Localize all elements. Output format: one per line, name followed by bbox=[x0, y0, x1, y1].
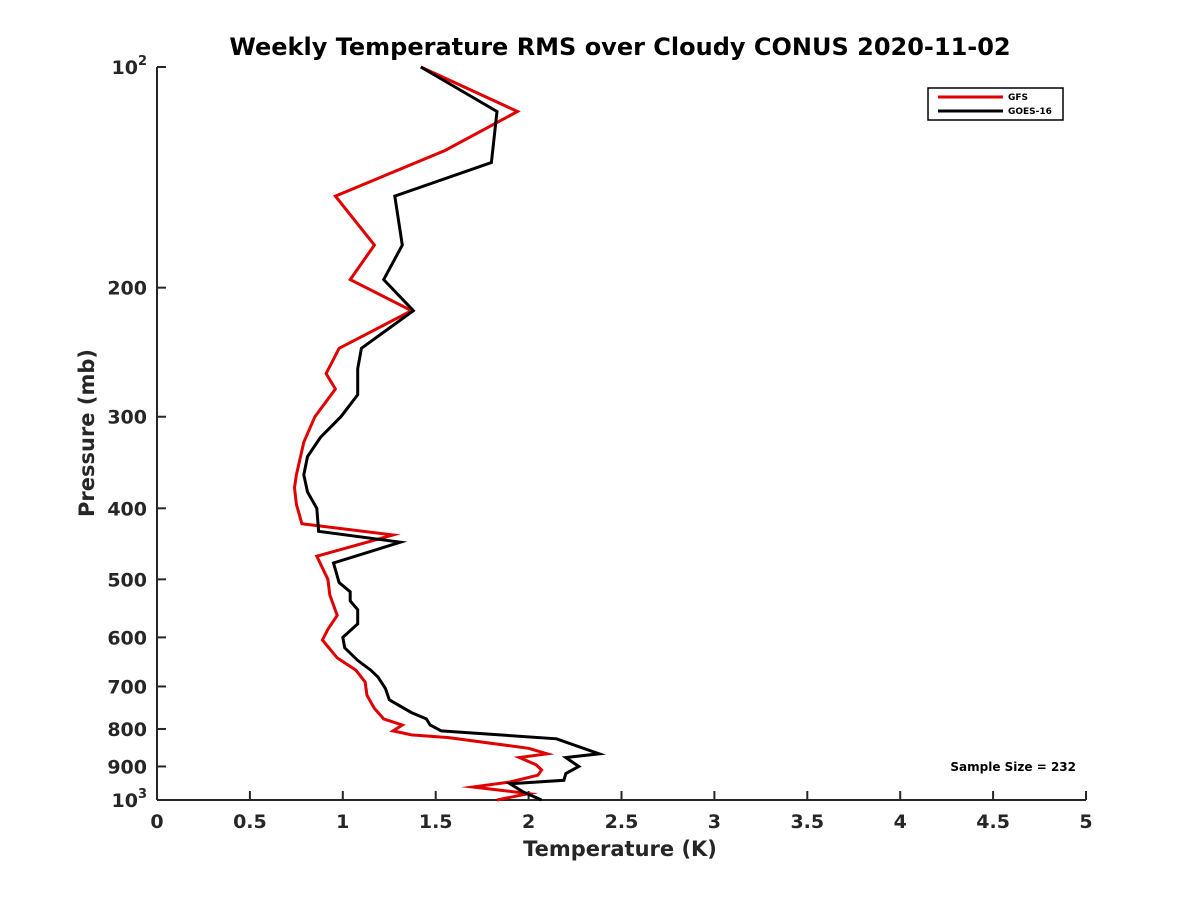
y-tick-label: 800 bbox=[107, 719, 147, 741]
chart-title: Weekly Temperature RMS over Cloudy CONUS… bbox=[229, 33, 1010, 61]
x-tick-label: 0.5 bbox=[233, 811, 267, 833]
y-tick-label: 400 bbox=[107, 498, 147, 520]
y-tick-label: 500 bbox=[107, 569, 147, 591]
y-tick-label: 700 bbox=[107, 676, 147, 698]
x-tick-label: 5 bbox=[1079, 811, 1092, 833]
legend: GFS GOES-16 bbox=[927, 87, 1064, 121]
x-tick-label: 3.5 bbox=[790, 811, 824, 833]
legend-label: GOES-16 bbox=[1008, 107, 1052, 117]
x-tick-label: 2.5 bbox=[605, 811, 639, 833]
y-tick-label: 900 bbox=[107, 756, 147, 778]
sample-size-annotation: Sample Size = 232 bbox=[950, 760, 1076, 774]
legend-box bbox=[927, 87, 1064, 121]
y-tick-label: 103 bbox=[112, 787, 148, 812]
y-ticks: 102 200 300 400 500 600 700 800 900 103 bbox=[107, 54, 166, 812]
series-line-goes-16 bbox=[302, 65, 606, 802]
x-tick-label: 1 bbox=[336, 811, 349, 833]
y-axis-label: Pressure (mb) bbox=[75, 349, 99, 517]
series-line-gfs bbox=[292, 65, 555, 802]
x-axis-label: Temperature (K) bbox=[523, 837, 717, 861]
x-ticks: 0 0.5 1 1.5 2 2.5 3 3.5 4 4.5 5 bbox=[150, 791, 1093, 833]
x-tick-label: 4.5 bbox=[976, 811, 1010, 833]
legend-label: GFS bbox=[1008, 93, 1028, 103]
x-tick-label: 1.5 bbox=[419, 811, 453, 833]
x-tick-label: 4 bbox=[894, 811, 907, 833]
x-tick-label: 2 bbox=[522, 811, 535, 833]
series-lines bbox=[292, 65, 606, 802]
y-tick-label: 102 bbox=[112, 54, 148, 79]
plot-area: 0 0.5 1 1.5 2 2.5 3 3.5 4 4.5 5 102 200 300 400 500 600… bbox=[107, 54, 1092, 833]
y-tick-label: 600 bbox=[107, 627, 147, 649]
y-tick-label: 300 bbox=[107, 407, 147, 429]
x-tick-label: 3 bbox=[708, 811, 721, 833]
y-tick-label: 200 bbox=[107, 278, 147, 300]
x-tick-label: 0 bbox=[150, 811, 163, 833]
